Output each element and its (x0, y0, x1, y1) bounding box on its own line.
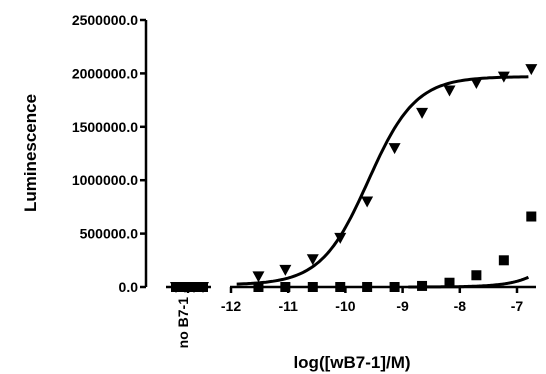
control-point-series-2 (198, 282, 208, 292)
data-point-series-1 (416, 107, 429, 119)
y-tick-label: 1000000.0 (72, 172, 138, 188)
data-point-series-2 (471, 270, 482, 281)
fit-curves (236, 75, 530, 289)
x-tick-label: -11 (278, 298, 298, 314)
data-point-series-2 (417, 280, 428, 291)
y-axis-title: Luminescence (21, 94, 40, 212)
x-tick-label: -9 (396, 298, 409, 314)
x-axis: -12 -11 -10 -9 -8 -7 no B7-1 (166, 285, 536, 349)
data-point-series-1 (388, 143, 401, 155)
x-axis-ticks: -12 -11 -10 -9 -8 -7 (186, 287, 524, 314)
data-point-series-2 (362, 282, 373, 292)
data-point-series-1 (306, 254, 319, 266)
y-tick-label: 0.0 (119, 279, 139, 295)
data-point-series-1 (497, 71, 510, 83)
y-axis-ticks: 0.0 500000.0 1000000.0 1500000.0 2000000.0 25… (72, 12, 146, 295)
control-tick-label: no B7-1 (175, 297, 191, 349)
fit-curve-series-2 (408, 275, 530, 289)
data-point-series-1 (361, 196, 374, 208)
data-point-series-1 (252, 271, 265, 283)
data-point-series-2 (498, 255, 509, 266)
control-point-series-2 (189, 282, 199, 292)
data-point-series-1 (443, 85, 456, 97)
data-point-series-2 (389, 282, 400, 292)
data-point-series-2 (253, 282, 264, 292)
data-point-series-2 (307, 282, 318, 292)
y-axis: 0.0 500000.0 1000000.0 1500000.0 2000000.0 25… (72, 12, 148, 295)
x-tick-label: -12 (221, 298, 241, 314)
fit-curve-series-1 (236, 75, 529, 286)
data-point-series-2 (335, 282, 346, 292)
data-point-series-2 (280, 282, 291, 292)
x-tick-label: -8 (454, 298, 467, 314)
control-point-series-2 (171, 282, 181, 292)
y-tick-label: 1500000.0 (72, 119, 138, 135)
x-axis-title: log([wB7-1]/M) (293, 353, 410, 372)
data-point-series-1 (334, 232, 347, 244)
data-point-series-1 (525, 64, 538, 76)
y-tick-label: 2000000.0 (72, 65, 138, 81)
y-tick-label: 500000.0 (80, 226, 139, 242)
control-point-series-2 (180, 282, 190, 292)
data-point-series-1 (470, 78, 483, 90)
data-point-series-1 (279, 264, 292, 276)
y-tick-label: 2500000.0 (72, 12, 138, 28)
data-point-series-2 (444, 277, 455, 288)
x-tick-label: -7 (511, 298, 524, 314)
x-tick-label: -10 (335, 298, 355, 314)
data-point-series-2 (526, 211, 537, 222)
data-points (170, 64, 538, 293)
